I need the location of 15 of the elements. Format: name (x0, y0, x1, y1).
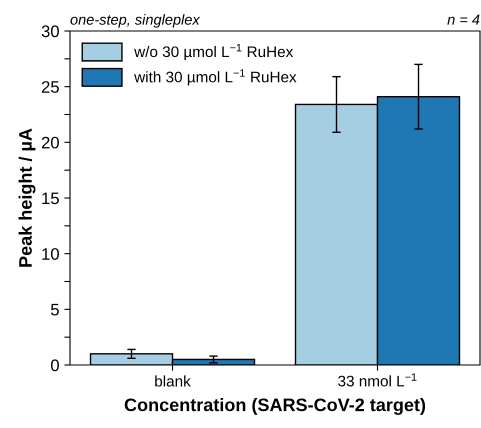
y-tick-label: 20 (42, 136, 59, 149)
y-tick-label: 5 (50, 304, 59, 316)
y-tick-label: 10 (42, 248, 59, 260)
y-tick-label: 25 (42, 81, 59, 93)
text: one-step, singleplex (70, 14, 200, 28)
text: n = 4 (447, 14, 480, 25)
legend-label: w/o 30 µmol L$^{−1}$ RuHex (134, 44, 294, 60)
x-tick-label: blank (155, 375, 191, 387)
y-tick-label: 30 (42, 25, 59, 38)
y-tick-label: 0 (50, 359, 59, 372)
x-tick-label: 33 nmol L$^{−1}$ (338, 373, 416, 387)
y-tick-label: 15 (42, 192, 59, 204)
y-axis-title: Peak height / µA (18, 128, 36, 267)
x-axis-title: Concentration (SARS-CoV-2 target) (124, 398, 426, 415)
legend-label: with 30 µmol L$^{−1}$ RuHex (134, 69, 296, 86)
